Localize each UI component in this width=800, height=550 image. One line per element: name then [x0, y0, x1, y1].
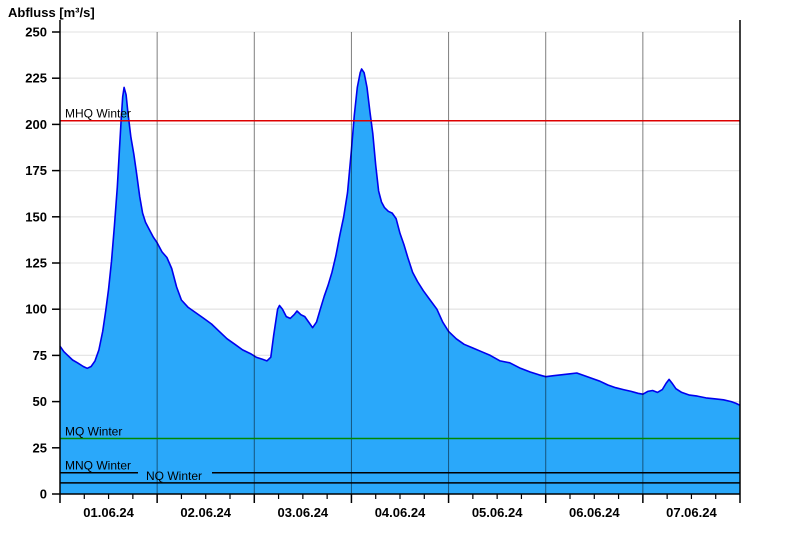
y-tick-label: 150: [25, 209, 47, 224]
x-axis-ticks: 01.06.24 02.06.24 03.06.24 04.06.24 05.06.24…: [59, 494, 741, 520]
x-tick-label: 01.06.24: [83, 505, 134, 520]
x-tick-label: 05.06.24: [472, 505, 523, 520]
y-tick-label: 125: [25, 256, 47, 271]
x-tick-label: 06.06.24: [569, 505, 620, 520]
day-gridlines: [156, 32, 644, 494]
y-tick-label: 250: [25, 25, 47, 40]
y-tick-label: 50: [33, 394, 47, 409]
y-tick-label: 175: [25, 163, 47, 178]
x-tick-label: 02.06.24: [180, 505, 231, 520]
ref-label-mhq-winter: MHQ Winter: [65, 107, 131, 121]
y-tick-label: 75: [33, 348, 47, 363]
reference-lines: MHQ Winter MQ Winter MNQ Winter NQ Winter: [60, 107, 740, 484]
discharge-curve: [59, 68, 741, 407]
x-tick-label: 07.06.24: [666, 505, 717, 520]
x-tick-label: 03.06.24: [278, 505, 329, 520]
ref-label-mnq-winter: MNQ Winter: [65, 459, 131, 473]
discharge-area: [60, 69, 740, 494]
y-tick-label: 25: [33, 440, 47, 455]
y-tick-label: 200: [25, 117, 47, 132]
y-tick-label: 100: [25, 302, 47, 317]
ref-label-nq-winter: NQ Winter: [146, 469, 202, 483]
y-tick-label: 225: [25, 71, 47, 86]
y-axis-ticks: 0 25 50 75 100 125 150 175 200 225 250: [25, 25, 60, 502]
chart-title: Abfluss [m³/s]: [8, 5, 95, 20]
ref-label-mq-winter: MQ Winter: [65, 425, 122, 439]
y-tick-label: 0: [40, 487, 47, 502]
x-tick-label: 04.06.24: [375, 505, 426, 520]
